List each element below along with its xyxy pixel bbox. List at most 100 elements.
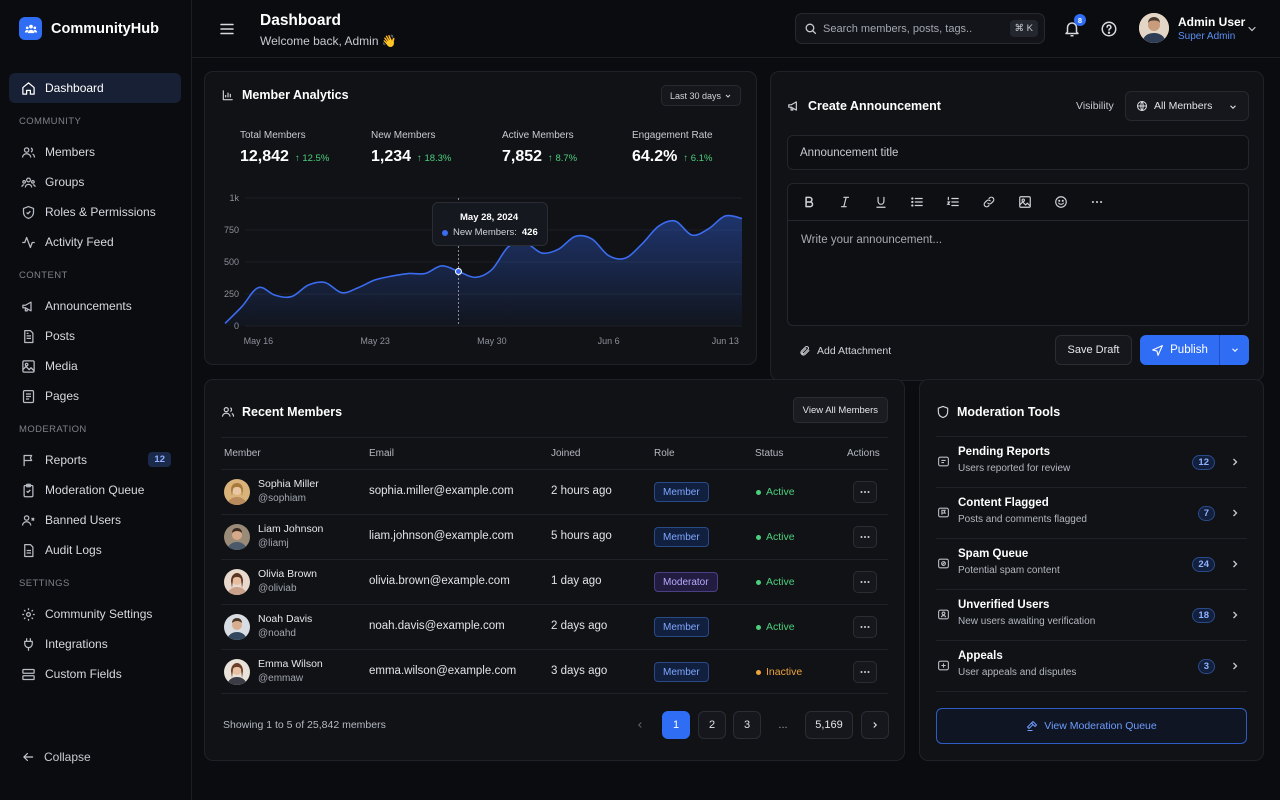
underline-icon[interactable] [873, 194, 889, 210]
stat-value: 7,852 [502, 148, 543, 165]
table-row[interactable]: Emma Wilson @emmaw emma.wilson@example.c… [221, 649, 888, 694]
page-2-button[interactable]: 2 [698, 711, 726, 739]
sidebar-item-groups[interactable]: Groups [9, 167, 181, 197]
date-range-select[interactable]: Last 30 days [660, 85, 741, 106]
announcement-editor[interactable]: Write your announcement... [787, 183, 1249, 326]
announcement-title-input[interactable]: Announcement title [787, 135, 1249, 170]
col-role[interactable]: Role [654, 448, 675, 459]
table-divider [221, 437, 888, 438]
brand[interactable]: CommunityHub [19, 17, 159, 40]
col-joined[interactable]: Joined [551, 448, 581, 459]
page-3-button[interactable]: 3 [733, 711, 761, 739]
sidebar-item-integrations[interactable]: Integrations [9, 629, 181, 659]
sidebar-item-announcements[interactable]: Announcements [9, 291, 181, 321]
series-dot [442, 229, 448, 236]
visibility-select[interactable]: All Members [1125, 91, 1249, 121]
row-actions-button[interactable] [853, 616, 877, 638]
next-page-button[interactable] [861, 711, 889, 739]
sidebar-item-roles[interactable]: Roles & Permissions [9, 197, 181, 227]
row-actions-button[interactable] [853, 526, 877, 548]
table-row[interactable]: Noah Davis @noahd noah.davis@example.com… [221, 604, 888, 649]
table-row[interactable]: Liam Johnson @liamj liam.johnson@example… [221, 514, 888, 559]
role-badge: Member [654, 527, 709, 547]
mod-item-title: Pending Reports [958, 446, 1051, 458]
col-status[interactable]: Status [755, 448, 784, 459]
sidebar-item-community-settings[interactable]: Community Settings [9, 599, 181, 629]
chart-highlight-point [454, 267, 462, 275]
col-email[interactable]: Email [369, 448, 395, 459]
mod-item-spam-queue[interactable]: Spam Queue Potential spam content 24 [936, 539, 1247, 590]
role-badge: Member [654, 662, 709, 682]
chevron-down-icon [725, 94, 731, 98]
publish-options-button[interactable] [1219, 335, 1249, 365]
image-icon[interactable] [1017, 194, 1033, 210]
pagination-summary: Showing 1 to 5 of 25,842 members [223, 719, 386, 731]
sidebar-item-posts[interactable]: Posts [9, 321, 181, 351]
plug-icon [24, 637, 33, 651]
more-icon[interactable] [1089, 194, 1105, 210]
sidebar-item-media[interactable]: Media [9, 351, 181, 381]
search-box[interactable]: ⌘ K [795, 13, 1045, 44]
avatar [224, 569, 250, 595]
sidebar-item-label: Dashboard [45, 81, 104, 95]
mod-item-pending-reports[interactable]: Pending Reports Users reported for revie… [936, 437, 1247, 488]
spam-icon [938, 558, 949, 569]
collapse-button[interactable]: Collapse [21, 750, 91, 764]
row-actions-button[interactable] [853, 481, 877, 503]
link-icon[interactable] [981, 194, 997, 210]
sidebar-item-reports[interactable]: Reports 12 [9, 445, 181, 475]
status-dot [756, 579, 761, 585]
mod-item-subtitle: Users reported for review [958, 463, 1071, 474]
more-icon [860, 626, 870, 628]
avatar [224, 479, 250, 505]
sidebar-item-audit-logs[interactable]: Audit Logs [9, 535, 181, 565]
row-actions-button[interactable] [853, 661, 877, 683]
more-icon [860, 671, 870, 673]
publish-button[interactable]: Publish [1140, 335, 1219, 365]
sidebar-item-label: Moderation Queue [45, 483, 145, 497]
status-badge: Active [756, 621, 795, 633]
add-attachment-button[interactable]: Add Attachment [799, 345, 891, 357]
emoji-icon[interactable] [1053, 194, 1069, 210]
page-1-button[interactable]: 1 [662, 711, 690, 739]
prev-page-button[interactable] [630, 711, 650, 739]
mod-item-unverified-users[interactable]: Unverified Users New users awaiting veri… [936, 590, 1247, 641]
menu-icon[interactable] [218, 20, 236, 38]
table-row[interactable]: Olivia Brown @oliviab olivia.brown@examp… [221, 559, 888, 604]
sidebar-item-label: Integrations [45, 637, 108, 651]
view-all-members-button[interactable]: View All Members [792, 397, 888, 423]
bullet-list-icon[interactable] [909, 194, 925, 210]
sidebar-item-activity-feed[interactable]: Activity Feed [9, 227, 181, 257]
col-member[interactable]: Member [224, 448, 261, 459]
image-icon [22, 359, 35, 373]
help-icon[interactable] [1100, 20, 1118, 38]
search-input[interactable] [823, 22, 1003, 35]
table-row[interactable]: Sophia Miller @sophiam sophia.miller@exa… [221, 469, 888, 514]
chart-xtick: May 30 [477, 336, 507, 346]
sidebar-item-dashboard[interactable]: Dashboard [9, 73, 181, 103]
user-name[interactable]: Admin User [1178, 15, 1246, 29]
editor-body[interactable]: Write your announcement... [801, 234, 943, 246]
bold-icon[interactable] [801, 194, 817, 210]
status-badge: Inactive [756, 666, 802, 678]
view-moderation-queue-button[interactable]: View Moderation Queue [936, 708, 1247, 744]
sidebar-item-custom-fields[interactable]: Custom Fields [9, 659, 181, 689]
home-icon [22, 81, 35, 95]
chevron-down-icon[interactable] [1246, 23, 1258, 35]
member-email: emma.wilson@example.com [369, 665, 517, 677]
sidebar-item-banned-users[interactable]: Banned Users [9, 505, 181, 535]
row-actions-button[interactable] [853, 571, 877, 593]
save-draft-button[interactable]: Save Draft [1055, 335, 1132, 365]
page-last-button[interactable]: 5,169 [805, 711, 853, 739]
mod-item-content-flagged[interactable]: Content Flagged Posts and comments flagg… [936, 488, 1247, 539]
italic-icon[interactable] [837, 194, 853, 210]
user-avatar[interactable] [1139, 13, 1169, 43]
sidebar-item-members[interactable]: Members [9, 137, 181, 167]
member-name: Liam Johnson [258, 523, 324, 535]
sidebar-item-moderation-queue[interactable]: Moderation Queue [9, 475, 181, 505]
numbered-list-icon[interactable] [945, 194, 961, 210]
mod-item-appeals[interactable]: Appeals User appeals and disputes 3 [936, 641, 1247, 692]
sidebar-item-pages[interactable]: Pages [9, 381, 181, 411]
page-ellipsis: ... [778, 719, 788, 731]
